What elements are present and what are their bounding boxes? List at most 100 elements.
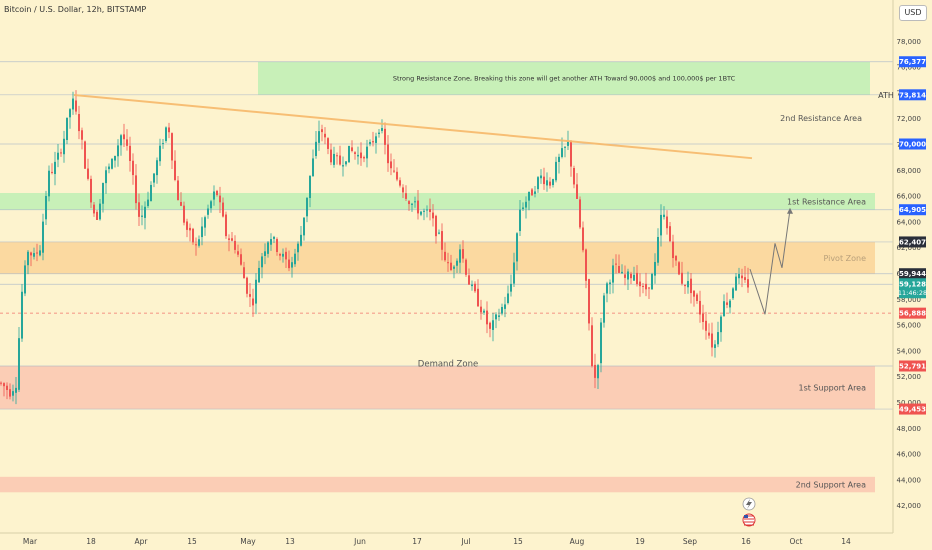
x-tick-label: Apr: [135, 537, 149, 546]
candle-body: [447, 262, 449, 264]
candle-body: [552, 179, 554, 186]
candle-body: [69, 109, 71, 118]
price-label-text: 73,814: [899, 91, 926, 99]
x-axis: Mar 18 Apr 15 May 13 Jun 17 Jul 15 Aug 19 Sep 16 Oct 14: [0, 532, 893, 546]
price-label-text: 64,905: [899, 206, 926, 214]
candle-body: [582, 227, 584, 251]
y-tick-label: 72,000: [897, 115, 922, 123]
candle-body: [129, 145, 131, 161]
x-tick-label: Jul: [460, 537, 470, 546]
x-tick-label: Oct: [790, 537, 803, 546]
zone-strong-resistance-zone: [258, 61, 870, 95]
candle-body: [57, 152, 59, 160]
candle-body: [72, 98, 74, 110]
horizontal-lines-layer: [0, 61, 893, 410]
countdown-text: 11:46:28: [898, 289, 927, 297]
candle-body: [105, 170, 107, 184]
candle-body: [291, 262, 293, 268]
us-flag-icon[interactable]: [742, 513, 756, 527]
currency-button[interactable]: USD: [899, 5, 927, 21]
candle-body: [243, 267, 245, 279]
candle-body: [216, 190, 218, 196]
zone-label: Pivot Zone: [823, 254, 866, 263]
candle-body: [18, 338, 20, 390]
candle-body: [549, 181, 551, 186]
candle-body: [84, 141, 86, 169]
zone-label: Strong Resistance Zone, Breaking this zo…: [393, 74, 736, 82]
candle-body: [357, 154, 359, 157]
candle-body: [453, 266, 455, 269]
candle-body: [726, 302, 728, 305]
candle-body: [480, 306, 482, 313]
candle-body: [399, 180, 401, 186]
candle-body: [612, 265, 614, 283]
candle-body: [459, 249, 461, 263]
candle-body: [201, 226, 203, 238]
annotation-2nd-resistance: 2nd Resistance Area: [780, 114, 862, 123]
candle-body: [735, 276, 737, 291]
candle-body: [324, 133, 326, 138]
candle-body: [15, 387, 17, 393]
candle-body: [579, 199, 581, 228]
y-tick-label: 62,000: [897, 244, 922, 252]
candle-body: [444, 251, 446, 261]
candle-body: [54, 161, 56, 175]
annotation-demand-zone: Demand Zone: [418, 359, 478, 369]
candle-body: [183, 205, 185, 223]
candle-body: [318, 131, 320, 143]
y-tick-label: 58,000: [897, 296, 922, 304]
x-tick-label: Aug: [570, 537, 585, 546]
candle-body: [555, 161, 557, 181]
candle-body: [729, 300, 731, 308]
projection-arrowhead: [787, 207, 793, 214]
candle-body: [312, 158, 314, 177]
price-labels-layer: 76,377 73,814 ATH 70,000 64,905 62,407 59,944 5…: [878, 56, 927, 415]
candle-body: [702, 313, 704, 323]
candle-body: [531, 189, 533, 196]
candle-body: [102, 182, 104, 204]
candle-body: [279, 253, 281, 256]
candle-body: [615, 263, 617, 265]
chart-title: Bitcoin / U.S. Dollar, 12h, BITSTAMP: [4, 5, 147, 14]
candle-body: [246, 277, 248, 294]
candle-body: [732, 288, 734, 299]
candle-body: [636, 272, 638, 285]
candle-body: [609, 282, 611, 285]
candle-body: [192, 228, 194, 243]
candle-body: [117, 145, 119, 157]
candle-body: [657, 236, 659, 263]
candle-body: [0, 382, 2, 384]
candle-body: [258, 267, 260, 283]
zone-label: 1st Resistance Area: [787, 197, 866, 206]
candle-body: [684, 284, 686, 287]
candle-body: [333, 153, 335, 165]
candle-body: [432, 212, 434, 219]
price-label: [899, 307, 926, 319]
trendline-layer: [73, 93, 793, 315]
candle-body: [387, 144, 389, 164]
candle-body: [597, 365, 599, 379]
zone-label: 1st Support Area: [798, 384, 866, 393]
candle-body: [261, 256, 263, 268]
y-tick-label: 54,000: [897, 347, 922, 355]
candle-body: [435, 215, 437, 237]
y-tick-label: 66,000: [897, 193, 922, 201]
candle-body: [405, 193, 407, 199]
projection-path: [749, 209, 791, 315]
candle-body: [546, 180, 548, 186]
candle-body: [39, 250, 41, 256]
candle-body: [741, 275, 743, 279]
candle-body: [627, 271, 629, 280]
candle-body: [705, 320, 707, 331]
candle-body: [654, 261, 656, 276]
candle-body: [210, 201, 212, 209]
candle-body: [450, 262, 452, 271]
y-tick-label: 42,000: [897, 502, 922, 510]
candle-body: [519, 209, 521, 232]
lightning-icon[interactable]: [742, 497, 756, 511]
candle-body: [9, 389, 11, 397]
candle-body: [489, 322, 491, 329]
candle-body: [534, 191, 536, 194]
candle-body: [510, 283, 512, 292]
